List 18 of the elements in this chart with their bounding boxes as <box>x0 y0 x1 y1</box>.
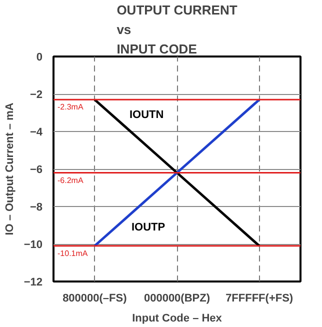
y-axis-title: IO – Output Current – mA <box>4 102 16 236</box>
series-label: IOUTN <box>129 109 164 122</box>
y-tick-label: −10 <box>24 239 43 251</box>
ref-line-label: -10.1mA <box>58 248 88 258</box>
y-tick-label: −8 <box>30 202 43 214</box>
x-tick-label: 000000(BPZ) <box>144 292 210 304</box>
ref-line-label: -2.3mA <box>58 102 84 112</box>
ref-line-label: -6.2mA <box>58 176 84 185</box>
y-tick-label: −6 <box>30 164 43 176</box>
x-tick-label: 800000(–FS) <box>62 292 128 304</box>
series-label: IOUTP <box>131 221 166 234</box>
y-tick-label: 0 <box>36 52 43 64</box>
chart-title: OUTPUT CURRENT vs INPUT CODE <box>116 2 238 56</box>
y-tick-label: −12 <box>24 276 43 288</box>
x-axis-title: Input Code – Hex <box>132 312 223 324</box>
x-tick-label: 7FFFFF(+FS) <box>226 292 294 304</box>
y-tick-label: −2 <box>30 89 43 101</box>
y-tick-label: −4 <box>30 126 44 138</box>
